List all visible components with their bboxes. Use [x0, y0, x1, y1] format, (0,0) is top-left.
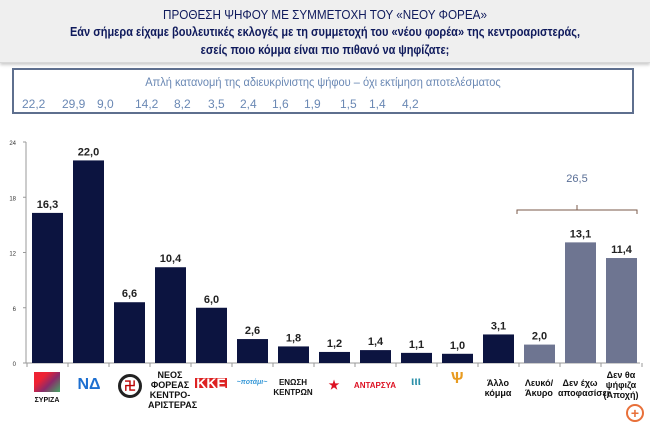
zoom-in-icon[interactable]: + — [626, 404, 644, 422]
laiki-enotita-logo-icon: ★ — [328, 378, 340, 392]
bar — [401, 352, 432, 363]
bar — [483, 334, 514, 363]
distribution-value: 1,4 — [369, 97, 386, 111]
bar — [565, 242, 596, 363]
distribution-value: 14,2 — [135, 97, 159, 111]
data-label: 13,1 — [570, 228, 591, 240]
bar — [196, 307, 227, 363]
data-label: 1,4 — [368, 336, 384, 348]
distribution-value: 3,5 — [208, 97, 225, 111]
dimiourgia-logo-icon: Ѱ — [450, 370, 464, 387]
data-label: 16,3 — [37, 199, 58, 211]
logo-nd: ΝΔ — [77, 376, 101, 393]
distribution-value: 1,6 — [272, 97, 289, 111]
distribution-value: 1,9 — [304, 97, 321, 111]
distribution-value: 9,0 — [97, 97, 114, 111]
distribution-value: 22,2 — [22, 97, 46, 111]
label-neos-foreas: ΝΕΟΣ ΦΟΡΕΑΣ ΚΕΝΤΡΟ-ΑΡΙΣΤΕΡΑΣ — [148, 370, 198, 410]
bar — [319, 351, 350, 363]
bar — [360, 350, 391, 363]
syriza-logo-icon — [34, 372, 60, 392]
distribution-value: 29,9 — [62, 97, 86, 111]
plefsi-logo-icon: ιιι — [410, 374, 421, 388]
data-label: 1,0 — [450, 340, 465, 352]
data-label: 6,6 — [122, 288, 137, 300]
bar — [155, 267, 186, 363]
data-label: 1,1 — [409, 339, 424, 351]
question-line-2: εσείς ποιο κόμμα είναι πιο πιθανό να ψηφ… — [200, 43, 450, 57]
y-tick-label: 6 — [13, 307, 17, 313]
bar — [73, 160, 104, 363]
data-label: 1,2 — [327, 338, 342, 350]
logo-antarsya: ΑΝΤΑΡΣΥΑ — [353, 381, 397, 390]
bracket — [516, 205, 638, 214]
potami-logo-icon: ~ποτάμι~ — [236, 379, 268, 386]
label-allo-komma: Άλλο κόμμα — [484, 378, 512, 398]
data-label: 2,0 — [532, 331, 547, 343]
label-lefko-akyro: Λευκό/ Άκυρο — [524, 378, 554, 398]
label-apoxi: Δεν θα ψήφιζα (Αποχή) — [603, 370, 639, 400]
golden-dawn-logo-icon: 卍 — [108, 374, 152, 398]
y-tick-label: 12 — [9, 252, 16, 258]
label-enosi-kentroon: ΕΝΩΣΗ ΚΕΝΤΡΩΝ — [273, 378, 313, 397]
bar — [237, 339, 268, 363]
page-title: ΠΡΟΘΕΣΗ ΨΗΦΟΥ ΜΕ ΣΥΜΜΕΤΟΧΗ ΤΟΥ «ΝΕΟΥ ΦΟΡ… — [163, 7, 487, 22]
label-den-exo-apofasisei: Δεν έχω αποφασίσει — [558, 378, 610, 398]
bar — [606, 258, 637, 363]
data-label: 6,0 — [204, 294, 219, 306]
y-tick-label: 0 — [13, 362, 17, 368]
bar — [524, 344, 555, 363]
bracket-label: 26,5 — [566, 173, 587, 185]
data-label: 1,8 — [286, 332, 301, 344]
distribution-value: 8,2 — [174, 97, 191, 111]
question-line-1: Εάν σήμερα είχαμε βουλευτικές εκλογές με… — [69, 25, 581, 39]
data-label: 10,4 — [160, 253, 182, 265]
data-label: 22,0 — [78, 146, 99, 158]
bar — [114, 302, 145, 363]
data-label: 3,1 — [491, 320, 506, 332]
bar — [32, 212, 63, 363]
bar — [278, 346, 309, 363]
distribution-value: 4,2 — [402, 97, 419, 111]
distribution-value: 1,5 — [340, 97, 357, 111]
y-tick-label: 18 — [9, 196, 16, 202]
bar — [442, 353, 473, 363]
y-tick-label: 24 — [9, 141, 16, 147]
distribution-box: Απλή κατανομή της αδιευκρίνιστης ψήφου –… — [12, 68, 634, 114]
distribution-caption: Απλή κατανομή της αδιευκρίνιστης ψήφου –… — [145, 75, 501, 89]
data-label: 2,6 — [245, 325, 260, 337]
header: ΠΡΟΘΕΣΗ ΨΗΦΟΥ ΜΕ ΣΥΜΜΕΤΟΧΗ ΤΟΥ «ΝΕΟΥ ΦΟΡ… — [0, 0, 650, 63]
logo-syriza: ΣΥΡΙΖΑ — [25, 372, 69, 406]
distribution-value: 2,4 — [240, 97, 257, 111]
logo-kke: ΚΚΕ — [195, 375, 227, 391]
data-label: 11,4 — [611, 244, 633, 256]
